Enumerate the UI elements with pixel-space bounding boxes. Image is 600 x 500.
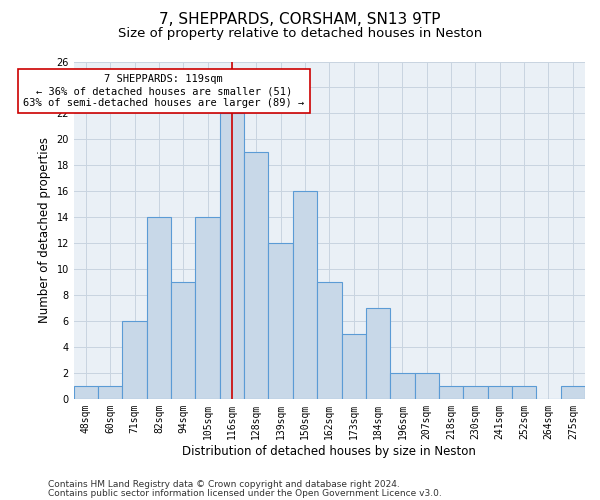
- Bar: [147, 217, 171, 399]
- Bar: [415, 373, 439, 399]
- Bar: [463, 386, 488, 399]
- Bar: [98, 386, 122, 399]
- Bar: [560, 386, 585, 399]
- Text: Contains public sector information licensed under the Open Government Licence v3: Contains public sector information licen…: [48, 488, 442, 498]
- Bar: [390, 373, 415, 399]
- Bar: [220, 114, 244, 399]
- Bar: [341, 334, 366, 399]
- Bar: [366, 308, 390, 399]
- Bar: [268, 243, 293, 399]
- Text: 7 SHEPPARDS: 119sqm
← 36% of detached houses are smaller (51)
63% of semi-detach: 7 SHEPPARDS: 119sqm ← 36% of detached ho…: [23, 74, 304, 108]
- Bar: [171, 282, 196, 399]
- Bar: [122, 321, 147, 399]
- Bar: [488, 386, 512, 399]
- Bar: [244, 152, 268, 399]
- Bar: [317, 282, 341, 399]
- Text: Size of property relative to detached houses in Neston: Size of property relative to detached ho…: [118, 28, 482, 40]
- Text: 7, SHEPPARDS, CORSHAM, SN13 9TP: 7, SHEPPARDS, CORSHAM, SN13 9TP: [159, 12, 441, 28]
- Bar: [439, 386, 463, 399]
- Bar: [74, 386, 98, 399]
- Bar: [196, 217, 220, 399]
- Text: Contains HM Land Registry data © Crown copyright and database right 2024.: Contains HM Land Registry data © Crown c…: [48, 480, 400, 489]
- Bar: [293, 191, 317, 399]
- Bar: [512, 386, 536, 399]
- X-axis label: Distribution of detached houses by size in Neston: Distribution of detached houses by size …: [182, 444, 476, 458]
- Y-axis label: Number of detached properties: Number of detached properties: [38, 137, 51, 323]
